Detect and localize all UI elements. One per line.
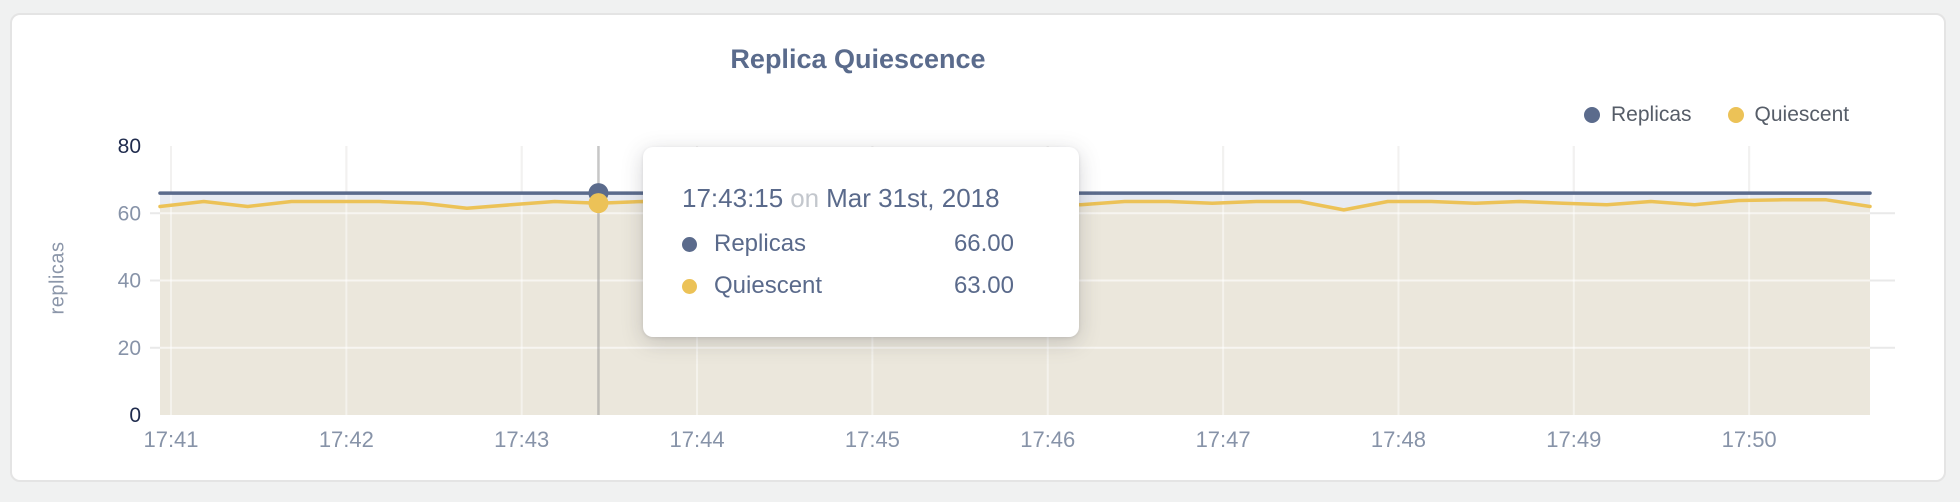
y-tick-label: 40 bbox=[118, 270, 141, 293]
legend-item-quiescent[interactable]: Quiescent bbox=[1727, 103, 1850, 127]
y-tick-label: 60 bbox=[118, 202, 141, 225]
x-tick-label: 17:42 bbox=[319, 427, 374, 452]
y-tick-labels: 0 20 40 60 80 bbox=[118, 135, 141, 427]
x-tick-label: 17:48 bbox=[1371, 427, 1426, 452]
legend-label-replicas: Replicas bbox=[1611, 103, 1692, 126]
x-tick-labels: 17:41 17:42 17:43 17:44 17:45 17:46 17:47 17:48… bbox=[143, 427, 1776, 452]
tooltip-label-replicas: Replicas bbox=[714, 230, 807, 257]
legend-dot-quiescent-icon bbox=[1727, 107, 1744, 123]
x-tick-label: 17:44 bbox=[670, 427, 725, 452]
tooltip-value-quiescent: 63.00 bbox=[953, 272, 1014, 299]
tooltip-dot-quiescent-icon bbox=[682, 278, 697, 294]
legend-dot-replicas-icon bbox=[1584, 107, 1600, 123]
y-tick-label: 0 bbox=[129, 404, 141, 427]
legend-item-replicas[interactable]: Replicas bbox=[1584, 103, 1692, 127]
tooltip-row-replicas: Replicas 66.00 bbox=[682, 223, 1014, 265]
chart-tooltip: 17:43:15 on Mar 31st, 2018 Replicas 66.00 … bbox=[643, 147, 1079, 337]
tooltip-rows: Replicas 66.00 Quiescent 63.00 bbox=[682, 223, 1014, 307]
tooltip-time: 17:43:15 bbox=[682, 183, 784, 213]
tooltip-header: 17:43:15 on Mar 31st, 2018 bbox=[682, 183, 1014, 213]
tooltip-label-quiescent: Quiescent bbox=[714, 272, 823, 299]
x-tick-label: 17:49 bbox=[1546, 427, 1601, 452]
tooltip-row-quiescent: Quiescent 63.00 bbox=[682, 265, 1014, 307]
tooltip-conjunction: on bbox=[790, 183, 820, 213]
x-tick-label: 17:47 bbox=[1196, 427, 1251, 452]
tooltip-value-replicas: 66.00 bbox=[953, 230, 1014, 257]
tooltip-dot-replicas-icon bbox=[682, 236, 697, 252]
chart-legend: Replicas Quiescent bbox=[1584, 103, 1849, 127]
x-tick-label: 17:46 bbox=[1020, 427, 1075, 452]
tooltip-date: Mar 31st, 2018 bbox=[826, 183, 1000, 213]
x-tick-label: 17:45 bbox=[845, 427, 900, 452]
y-tick-label: 80 bbox=[118, 135, 141, 158]
y-tick-label: 20 bbox=[118, 337, 141, 360]
x-tick-label: 17:41 bbox=[143, 427, 198, 452]
x-tick-label: 17:50 bbox=[1722, 427, 1777, 452]
chart-title: Replica Quiescence bbox=[730, 44, 986, 74]
legend-label-quiescent: Quiescent bbox=[1754, 103, 1850, 126]
x-tick-label: 17:43 bbox=[494, 427, 549, 452]
hover-marker-quiescent bbox=[588, 193, 609, 214]
